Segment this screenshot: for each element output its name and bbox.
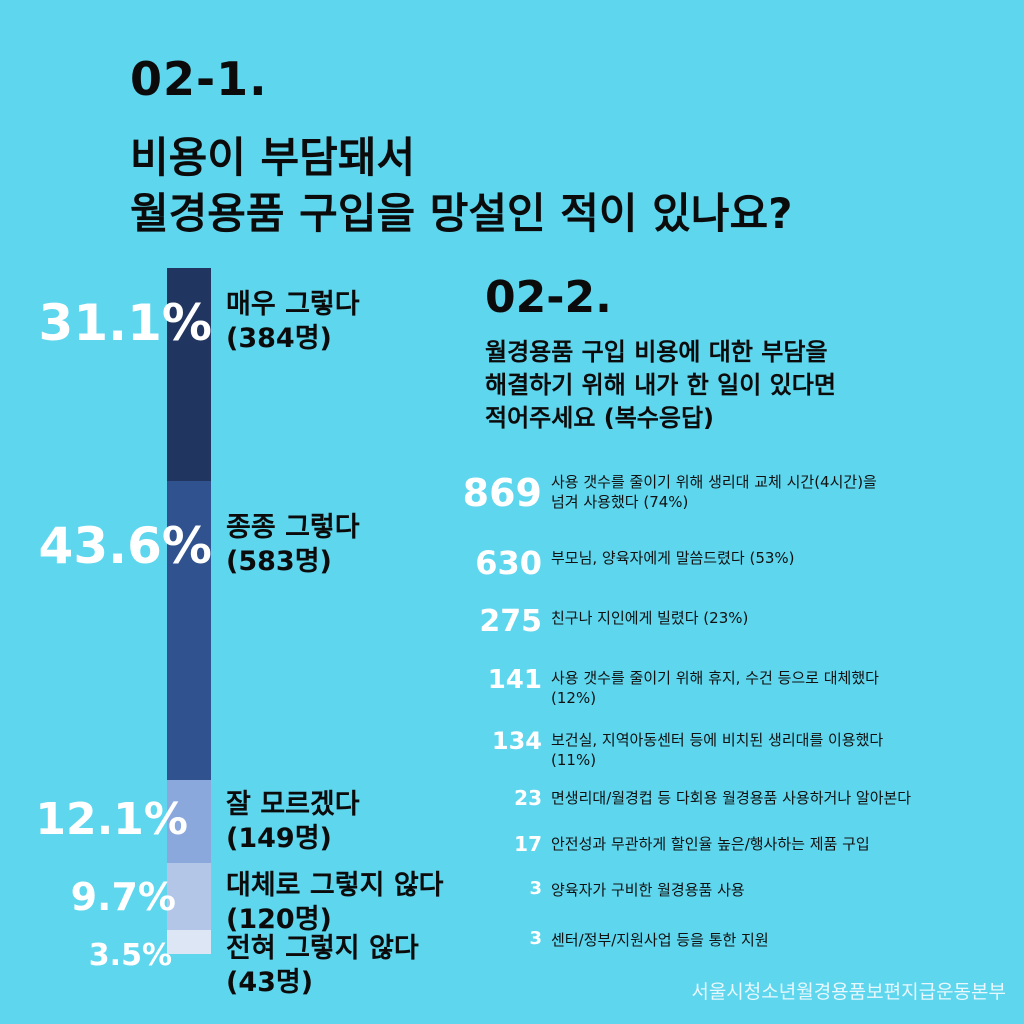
response-text-line: 양육자가 구비한 월경용품 사용 bbox=[551, 881, 745, 899]
q1-number: 02-1. bbox=[130, 52, 268, 106]
category-label: 전혀 그렇지 않다 (43명) bbox=[226, 932, 419, 1000]
q1-title-line: 비용이 부담돼서 bbox=[130, 133, 416, 182]
response-text-line: 부모님, 양육자에게 말씀드렸다 (53%) bbox=[551, 549, 795, 567]
percent-label: 12.1% bbox=[35, 794, 188, 846]
category-count: (583명) bbox=[226, 546, 332, 578]
percent-label: 43.6% bbox=[38, 517, 212, 576]
response-count: 3 bbox=[529, 877, 542, 899]
response-text: 친구나 지인에게 빌렸다 (23%) bbox=[551, 608, 748, 628]
response-text: 면생리대/월경컵 등 다회용 월경용품 사용하거나 알아본다 bbox=[551, 788, 911, 808]
response-text-line: (12%) bbox=[551, 689, 597, 707]
response-text-line: 센터/정부/지원사업 등을 통한 지원 bbox=[551, 931, 769, 949]
bar-segment bbox=[167, 929, 211, 954]
category-count: (149명) bbox=[226, 823, 332, 855]
response-text: 양육자가 구비한 월경용품 사용 bbox=[551, 880, 745, 900]
response-count: 23 bbox=[514, 785, 542, 810]
response-text: 안전성과 무관하게 할인율 높은/행사하는 제품 구입 bbox=[551, 834, 870, 854]
response-count: 134 bbox=[491, 727, 542, 756]
response-text-line: 친구나 지인에게 빌렸다 (23%) bbox=[551, 609, 749, 627]
bar-segment bbox=[167, 780, 211, 864]
footer-org: 서울시청소년월경용품보편지급운동본부 bbox=[691, 981, 1006, 1003]
q1-title-line: 월경용품 구입을 망설인 적이 있나요? bbox=[130, 189, 793, 238]
category-name: 대체로 그렇지 않다 bbox=[226, 870, 444, 902]
category-name: 매우 그렇다 bbox=[226, 289, 360, 320]
response-text: 보건실, 지역아동센터 등에 비치된 생리대를 이용했다 (11%) bbox=[551, 730, 883, 770]
response-count: 869 bbox=[462, 471, 542, 516]
category-name: 잘 모르겠다 bbox=[226, 789, 360, 821]
q2-title: 월경용품 구입 비용에 대한 부담을 해결하기 위해 내가 한 일이 있다면 적… bbox=[485, 336, 836, 435]
q1-title: 비용이 부담돼서 월경용품 구입을 망설인 적이 있나요? bbox=[130, 130, 792, 242]
stacked-bar bbox=[167, 268, 211, 954]
category-name: 전혀 그렇지 않다 bbox=[226, 932, 419, 964]
bar-segment bbox=[167, 268, 211, 482]
bar-segment bbox=[167, 481, 211, 781]
percent-label: 9.7% bbox=[70, 875, 176, 920]
response-text-line: 보건실, 지역아동센터 등에 비치된 생리대를 이용했다 bbox=[551, 731, 884, 749]
percent-label: 31.1% bbox=[38, 294, 212, 352]
category-label: 잘 모르겠다 (149명) bbox=[226, 788, 360, 856]
response-text-line: 넘겨 사용했다 (74%) bbox=[551, 493, 689, 511]
response-text-line: 사용 갯수를 줄이기 위해 생리대 교체 시간(4시간)을 bbox=[551, 473, 877, 491]
q2-title-line: 적어주세요 (복수응답) bbox=[485, 404, 715, 432]
response-text-line: (11%) bbox=[551, 751, 597, 769]
response-text: 부모님, 양육자에게 말씀드렸다 (53%) bbox=[551, 548, 795, 568]
category-label: 대체로 그렇지 않다 (120명) bbox=[226, 869, 444, 937]
response-text-line: 면생리대/월경컵 등 다회용 월경용품 사용하거나 알아본다 bbox=[551, 789, 912, 807]
category-count: (43명) bbox=[226, 966, 314, 998]
category-label: 종종 그렇다 (583명) bbox=[226, 511, 360, 579]
response-count: 275 bbox=[479, 604, 542, 640]
category-count: (384명) bbox=[226, 323, 332, 354]
category-name: 종종 그렇다 bbox=[226, 512, 360, 544]
response-text: 사용 갯수를 줄이기 위해 휴지, 수건 등으로 대체했다 (12%) bbox=[551, 668, 879, 708]
q2-number: 02-2. bbox=[485, 272, 612, 323]
response-count: 3 bbox=[529, 927, 542, 949]
response-text: 센터/정부/지원사업 등을 통한 지원 bbox=[551, 930, 769, 950]
percent-label: 3.5% bbox=[88, 937, 172, 973]
category-count: (120명) bbox=[226, 904, 332, 936]
bar-segment bbox=[167, 863, 211, 930]
response-count: 17 bbox=[514, 831, 542, 856]
category-label: 매우 그렇다 (384명) bbox=[226, 288, 360, 356]
response-count: 630 bbox=[475, 544, 542, 583]
response-text-line: 사용 갯수를 줄이기 위해 휴지, 수건 등으로 대체했다 bbox=[551, 669, 879, 687]
q2-title-line: 해결하기 위해 내가 한 일이 있다면 bbox=[485, 371, 836, 399]
q2-title-line: 월경용품 구입 비용에 대한 부담을 bbox=[485, 338, 828, 366]
response-text-line: 안전성과 무관하게 할인율 높은/행사하는 제품 구입 bbox=[551, 835, 870, 853]
response-count: 141 bbox=[487, 664, 542, 695]
